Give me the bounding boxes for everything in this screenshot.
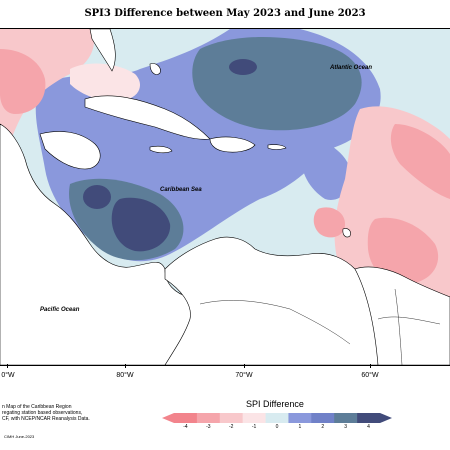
longitude-tick-90 — [7, 364, 8, 368]
legend-tick-label: 2 — [321, 424, 325, 430]
legend-tick-label: 0 — [275, 424, 279, 430]
longitude-tick-80 — [125, 364, 126, 368]
legend-swatch — [288, 413, 312, 423]
longitude-tick-70 — [244, 364, 245, 368]
longitude-label-90: 0°W — [1, 372, 15, 379]
legend-color-bar — [162, 413, 392, 423]
legend-tick-label: 3 — [344, 424, 348, 430]
legend-arrow-right — [380, 413, 392, 423]
red-region-east — [367, 217, 439, 284]
legend-swatch — [311, 413, 335, 423]
map-title: SPI3 Difference between May 2023 and Jun… — [84, 8, 366, 19]
longitude-label-80: 80°W — [116, 372, 134, 379]
dark-core-north — [229, 59, 257, 75]
dark-core-west — [83, 185, 111, 209]
caribbean-sea-label: Caribbean Sea — [160, 187, 202, 193]
map-area[interactable]: Atlantic Ocean Caribbean Sea Pacific Oce… — [0, 28, 450, 366]
land-guianas — [354, 266, 450, 365]
longitude-label-70: 70°W — [235, 372, 253, 379]
dark-core-south — [111, 197, 171, 252]
legend-title: SPI Difference — [246, 399, 304, 409]
land-bahamas — [149, 63, 161, 75]
slate-region-north — [192, 37, 362, 131]
longitude-label-60: 60°W — [361, 372, 379, 379]
legend-arrow-left — [162, 413, 174, 423]
longitude-tick-60 — [370, 364, 371, 368]
legend-swatch — [219, 413, 243, 423]
red-blob-central — [313, 207, 345, 238]
land-florida — [89, 29, 116, 72]
description-line-2: regating station based observations, — [2, 410, 83, 416]
land-puerto-rico — [267, 144, 287, 150]
red-region-east-north — [390, 124, 450, 199]
land-jamaica — [149, 145, 173, 154]
legend-swatch — [242, 413, 266, 423]
pacific-ocean-label: Pacific Ocean — [40, 307, 80, 313]
legend-tick-label: -3 — [206, 424, 211, 430]
land-trinidad — [342, 228, 351, 238]
credit-text: CIMH June-2023 — [4, 434, 35, 439]
description-line-3: CF, with NCEP/NCAR Reanalysis Data. — [2, 416, 90, 422]
legend-swatch — [334, 413, 358, 423]
blue-region-lesser-antilles — [300, 129, 351, 200]
border-lines — [199, 288, 441, 365]
legend-swatch — [196, 413, 221, 423]
legend-tick-label: 4 — [367, 424, 370, 430]
legend-tick-label: -1 — [251, 424, 257, 430]
legend-swatch — [357, 413, 381, 423]
land-hispaniola — [209, 136, 256, 153]
spi-map — [0, 29, 450, 365]
red-region-northwest — [0, 49, 46, 114]
legend-tick-label: -4 — [183, 424, 188, 430]
description-line-1: n Map of the Caribbean Region — [2, 404, 72, 410]
pink-region-north-center — [70, 63, 140, 102]
legend-tick-label: -2 — [228, 424, 234, 430]
legend-swatch — [265, 413, 289, 423]
legend-tick-label: 1 — [298, 424, 302, 430]
legend-swatch — [174, 413, 198, 423]
land-yucatan — [39, 131, 101, 170]
atlantic-ocean-label: Atlantic Ocean — [330, 65, 373, 71]
